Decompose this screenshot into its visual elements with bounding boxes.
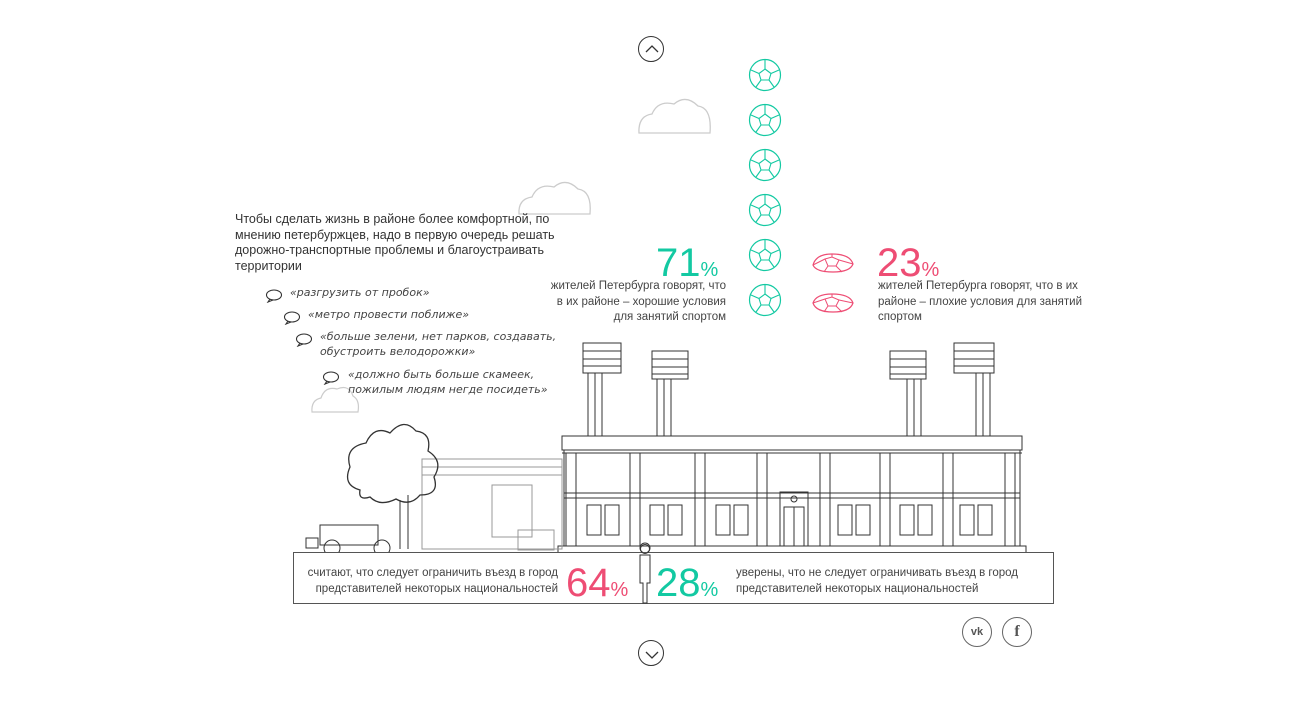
deflated-ball-icon bbox=[812, 293, 854, 313]
scroll-down-button[interactable] bbox=[638, 640, 664, 666]
good-sport-percent: 71% bbox=[656, 241, 719, 285]
vk-share-button[interactable]: vk bbox=[962, 617, 992, 647]
cloud-decoration bbox=[638, 98, 711, 134]
facebook-icon: f bbox=[1014, 623, 1020, 640]
quote-item: «больше зелени, нет парков, создавать, о… bbox=[320, 330, 557, 358]
vk-icon: vk bbox=[970, 626, 984, 638]
quote-item: «метро провести поближе» bbox=[308, 308, 470, 321]
soccer-ball-icon bbox=[748, 58, 782, 92]
quote-item: «разгрузить от пробок» bbox=[290, 286, 430, 299]
speech-bubble-icon bbox=[322, 371, 340, 385]
chevron-down-icon bbox=[645, 651, 659, 659]
floodlight bbox=[651, 350, 689, 437]
speech-bubble-icon bbox=[283, 311, 301, 325]
chevron-up-icon bbox=[645, 45, 659, 53]
person-figure bbox=[639, 544, 651, 604]
bad-sport-percent: 23% bbox=[877, 241, 940, 285]
speech-bubble-icon bbox=[295, 333, 313, 347]
speech-bubble-icon bbox=[265, 289, 283, 303]
floodlight bbox=[953, 342, 995, 437]
floodlight bbox=[582, 342, 622, 437]
stadium-illustration bbox=[305, 342, 1027, 557]
cloud-decoration bbox=[311, 386, 360, 413]
facebook-share-button[interactable]: f bbox=[1002, 617, 1032, 647]
good-sport-description: жителей Петербурга говорят, что в их рай… bbox=[550, 280, 726, 323]
scroll-up-button[interactable] bbox=[638, 36, 664, 62]
nationality-stats-panel bbox=[293, 552, 1054, 604]
restrict-percent: 64% bbox=[566, 561, 629, 605]
soccer-ball-icon bbox=[748, 238, 782, 272]
intro-text: Чтобы сделать жизнь в районе более комфо… bbox=[235, 212, 555, 273]
bad-sport-description: жителей Петербурга говорят, что в их рай… bbox=[878, 280, 1083, 323]
floodlight bbox=[889, 350, 927, 437]
deflated-ball-icon bbox=[812, 253, 854, 273]
no-restrict-description: уверены, что не следует ограничивать въе… bbox=[736, 567, 1019, 595]
soccer-ball-icon bbox=[748, 103, 782, 137]
soccer-ball-icon bbox=[748, 283, 782, 317]
soccer-ball-icon bbox=[748, 193, 782, 227]
cloud-decoration bbox=[518, 181, 591, 215]
soccer-ball-icon bbox=[748, 148, 782, 182]
quote-item: «должно быть больше скамеек, пожилым люд… bbox=[348, 368, 548, 396]
no-restrict-percent: 28% bbox=[656, 561, 719, 605]
restrict-description: считают, что следует ограничить въезд в … bbox=[307, 567, 558, 595]
